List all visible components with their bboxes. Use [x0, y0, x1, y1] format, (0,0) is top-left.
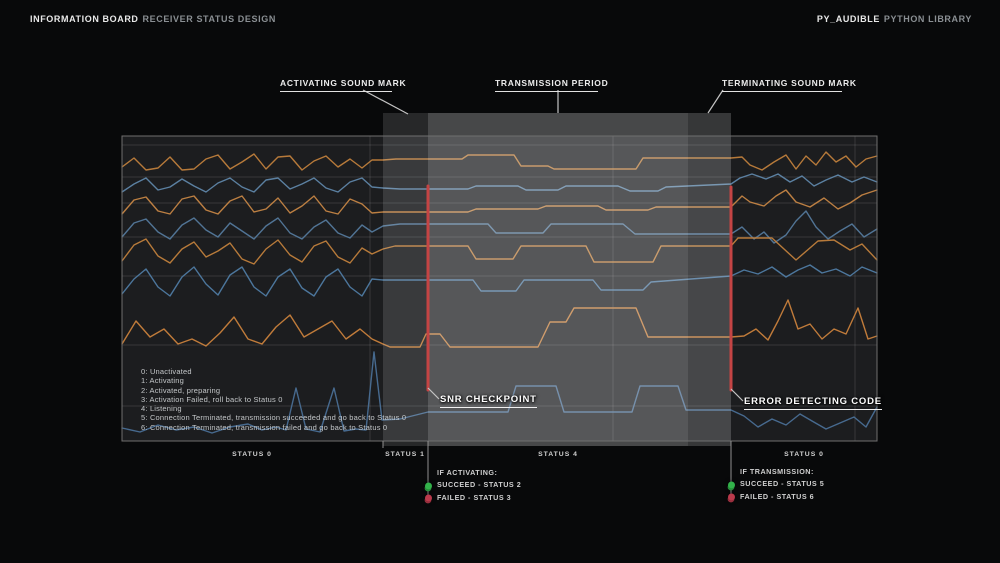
- branch-transmission-succeed: SUCCEED - STATUS 5: [728, 478, 825, 490]
- legend-line: 2: Activated, preparing: [141, 385, 221, 395]
- status-label: STATUS 0: [784, 451, 824, 458]
- trace-signal-6: [121, 264, 878, 297]
- error-detecting-code-text: ERROR DETECTING CODE: [744, 396, 882, 407]
- header-right: PY_AUDIBLE PYTHON LIBRARY: [817, 14, 972, 24]
- status-legend: 0: Unactivated 1: Activating 2: Activated,…: [141, 367, 406, 432]
- legend-line: 5: Connection Terminated, transmission s…: [141, 413, 407, 423]
- plot-border: [121, 135, 878, 442]
- status-label: STATUS 0: [232, 451, 272, 458]
- branch-activating-succeed-text: SUCCEED - STATUS 2: [437, 480, 522, 490]
- trace-signal-4: [121, 210, 878, 244]
- connector-line: [730, 388, 744, 402]
- branch-transmission-succeed-text: SUCCEED - STATUS 5: [740, 479, 825, 489]
- header-left: INFORMATION BOARD RECEIVER STATUS DESIGN: [30, 14, 276, 24]
- branch-transmission-title: IF TRANSMISSION:: [740, 467, 814, 476]
- branch-activating-failed: FAILED - STATUS 3: [425, 492, 521, 504]
- trace-signal-7: [121, 299, 878, 348]
- status-label: STATUS 1: [385, 451, 425, 458]
- trace-signal-8: [121, 351, 878, 434]
- library-name: PY_AUDIBLE: [816, 14, 880, 24]
- trace-signal-1: [121, 151, 878, 171]
- branch-activating-failed-text: FAILED - STATUS 3: [437, 492, 512, 502]
- callout-transmission-period: TRANSMISSION PERIOD: [495, 78, 608, 92]
- connector-line: [707, 89, 724, 114]
- band-terminating-sound-mark: [688, 113, 731, 446]
- trace-signal-3: [121, 189, 878, 215]
- legend-line: 1: Activating: [141, 376, 185, 386]
- branch-transmission-failed: FAILED - STATUS 6: [728, 491, 824, 503]
- status-label: STATUS 4: [538, 451, 578, 458]
- callout-terminating-label: TERMINATING SOUND MARK: [722, 78, 857, 88]
- trace-signal-5: [121, 237, 878, 265]
- trace-signal-2: [121, 173, 878, 193]
- library-subtitle: PYTHON LIBRARY: [883, 14, 972, 24]
- branch-activating-succeed: SUCCEED - STATUS 2: [425, 479, 522, 491]
- callout-terminating-sound-mark: TERMINATING SOUND MARK: [722, 78, 856, 92]
- board-title: INFORMATION BOARD: [30, 14, 139, 24]
- connector-line: [427, 387, 440, 400]
- band-transmission-period: [428, 113, 688, 446]
- band-activating-sound-mark: [383, 113, 428, 446]
- red-dot-icon: [728, 493, 735, 501]
- branch-activating-title: IF ACTIVATING:: [437, 468, 498, 477]
- board-subtitle: RECEIVER STATUS DESIGN: [142, 14, 276, 24]
- green-dot-icon: [425, 482, 432, 490]
- snr-checkpoint-label: SNR CHECKPOINT: [440, 394, 537, 408]
- legend-line: 3: Activation Failed, roll back to Statu…: [141, 394, 283, 404]
- legend-line: 6: Connection Terminated, transmission f…: [141, 422, 388, 432]
- snr-checkpoint-text: SNR CHECKPOINT: [440, 394, 537, 405]
- legend-line: 4: Listening: [141, 404, 182, 414]
- callout-activating-sound-mark: ACTIVATING SOUND MARK: [280, 78, 406, 92]
- plot-background: [122, 136, 877, 441]
- red-dot-icon: [425, 494, 432, 502]
- legend-line: 0: Unactivated: [141, 367, 192, 376]
- green-dot-icon: [728, 481, 735, 489]
- callout-activating-label: ACTIVATING SOUND MARK: [280, 78, 407, 88]
- connector-line: [362, 89, 409, 115]
- callout-transmission-label: TRANSMISSION PERIOD: [495, 78, 609, 88]
- branch-activating: IF ACTIVATING: SUCCEED - STATUS 2 FAILED…: [425, 467, 522, 504]
- error-detecting-code-label: ERROR DETECTING CODE: [744, 396, 882, 410]
- branch-transmission-failed-text: FAILED - STATUS 6: [740, 491, 815, 501]
- branch-transmission: IF TRANSMISSION: SUCCEED - STATUS 5 FAIL…: [728, 466, 825, 503]
